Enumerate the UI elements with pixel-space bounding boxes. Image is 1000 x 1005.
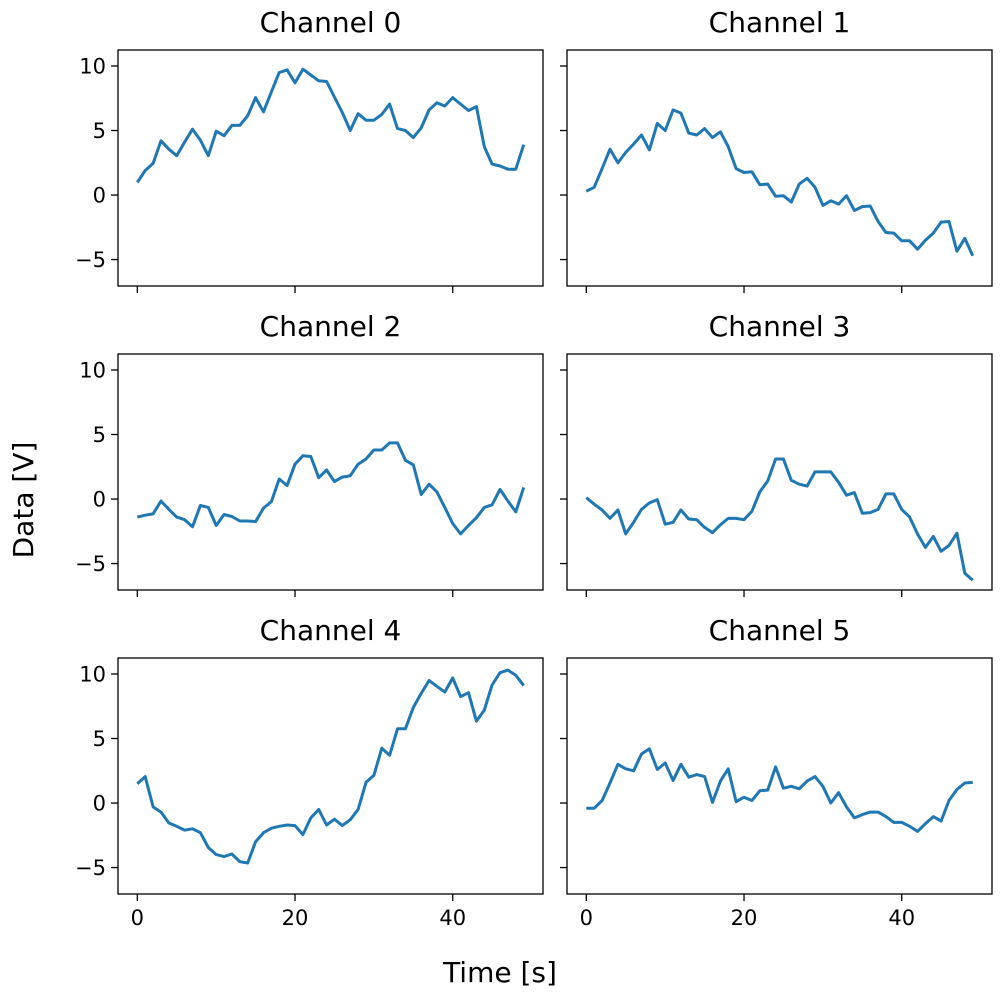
- y-tick-label: 0: [93, 792, 106, 816]
- panel-title: Channel 0: [260, 6, 402, 39]
- y-tick-label: −5: [75, 856, 106, 880]
- series-line-5: [586, 747, 973, 833]
- y-tick-label: 0: [93, 488, 106, 512]
- panel-title: Channel 2: [260, 310, 402, 343]
- series-line-0: [136, 67, 526, 184]
- axes-frame: [117, 49, 544, 287]
- series-line-3: [585, 457, 974, 582]
- y-tick-label: 5: [93, 423, 106, 447]
- x-tick-label: 0: [580, 906, 593, 930]
- y-axis-label: Data [V]: [7, 442, 40, 559]
- series-line-1: [585, 108, 975, 257]
- y-tick-label: −5: [75, 248, 106, 272]
- series-line-2: [136, 441, 526, 536]
- axes-frame: [566, 49, 993, 287]
- x-axis-label: Time [s]: [442, 956, 557, 989]
- x-tick-label: 20: [282, 906, 309, 930]
- axes-frame: [117, 657, 544, 895]
- series-line-4: [136, 668, 525, 865]
- y-tick-label: 10: [79, 359, 106, 383]
- y-tick-label: 5: [93, 727, 106, 751]
- panel-title: Channel 3: [709, 310, 851, 343]
- y-tick-label: 10: [79, 663, 106, 687]
- axes-frame: [117, 353, 544, 591]
- x-tick-label: 40: [439, 906, 466, 930]
- axes-frame: [566, 353, 993, 591]
- panel-title: Channel 5: [709, 614, 851, 647]
- y-tick-label: −5: [75, 552, 106, 576]
- y-tick-label: 5: [93, 119, 106, 143]
- x-tick-label: 40: [888, 906, 915, 930]
- x-tick-label: 0: [131, 906, 144, 930]
- y-tick-label: 0: [93, 184, 106, 208]
- axes-frame: [566, 657, 993, 895]
- panel-title: Channel 1: [709, 6, 851, 39]
- panel-title: Channel 4: [260, 614, 402, 647]
- x-tick-label: 20: [731, 906, 758, 930]
- y-tick-label: 10: [79, 55, 106, 79]
